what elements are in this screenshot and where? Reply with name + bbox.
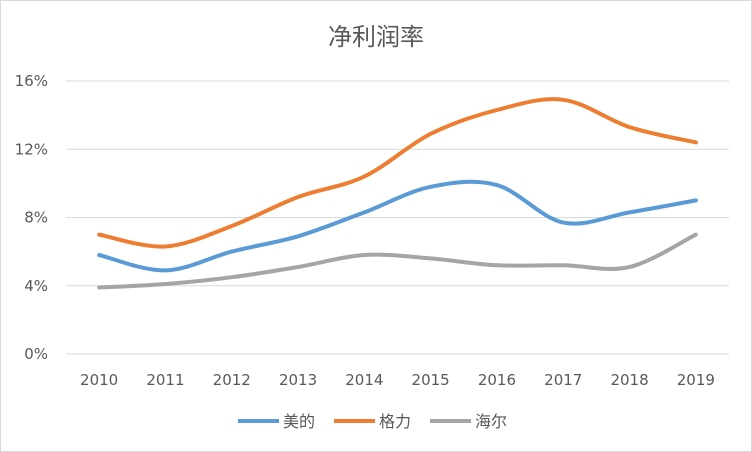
x-tick-label: 2010 <box>80 371 118 389</box>
series-line-0 <box>97 179 698 273</box>
legend-label: 格力 <box>379 412 411 431</box>
y-tick-label: 8% <box>24 209 48 227</box>
x-tick-label: 2013 <box>279 371 317 389</box>
x-tick-label: 2018 <box>610 371 648 389</box>
x-tick-label: 2014 <box>345 371 383 389</box>
y-tick-label: 0% <box>24 345 48 363</box>
legend-label: 海尔 <box>475 412 507 431</box>
y-tick-label: 12% <box>15 140 48 158</box>
x-tick-label: 2015 <box>412 371 450 389</box>
legend-label: 美的 <box>283 412 315 431</box>
series-line-1 <box>97 97 698 249</box>
x-tick-label: 2017 <box>544 371 582 389</box>
y-tick-label: 16% <box>15 72 48 90</box>
x-tick-label: 2012 <box>213 371 251 389</box>
x-tick-label: 2016 <box>478 371 516 389</box>
y-tick-label: 4% <box>24 277 48 295</box>
x-tick-label: 2011 <box>146 371 184 389</box>
chart-title: 净利润率 <box>328 23 424 51</box>
series-line-2 <box>97 232 698 290</box>
x-tick-label: 2019 <box>677 371 715 389</box>
